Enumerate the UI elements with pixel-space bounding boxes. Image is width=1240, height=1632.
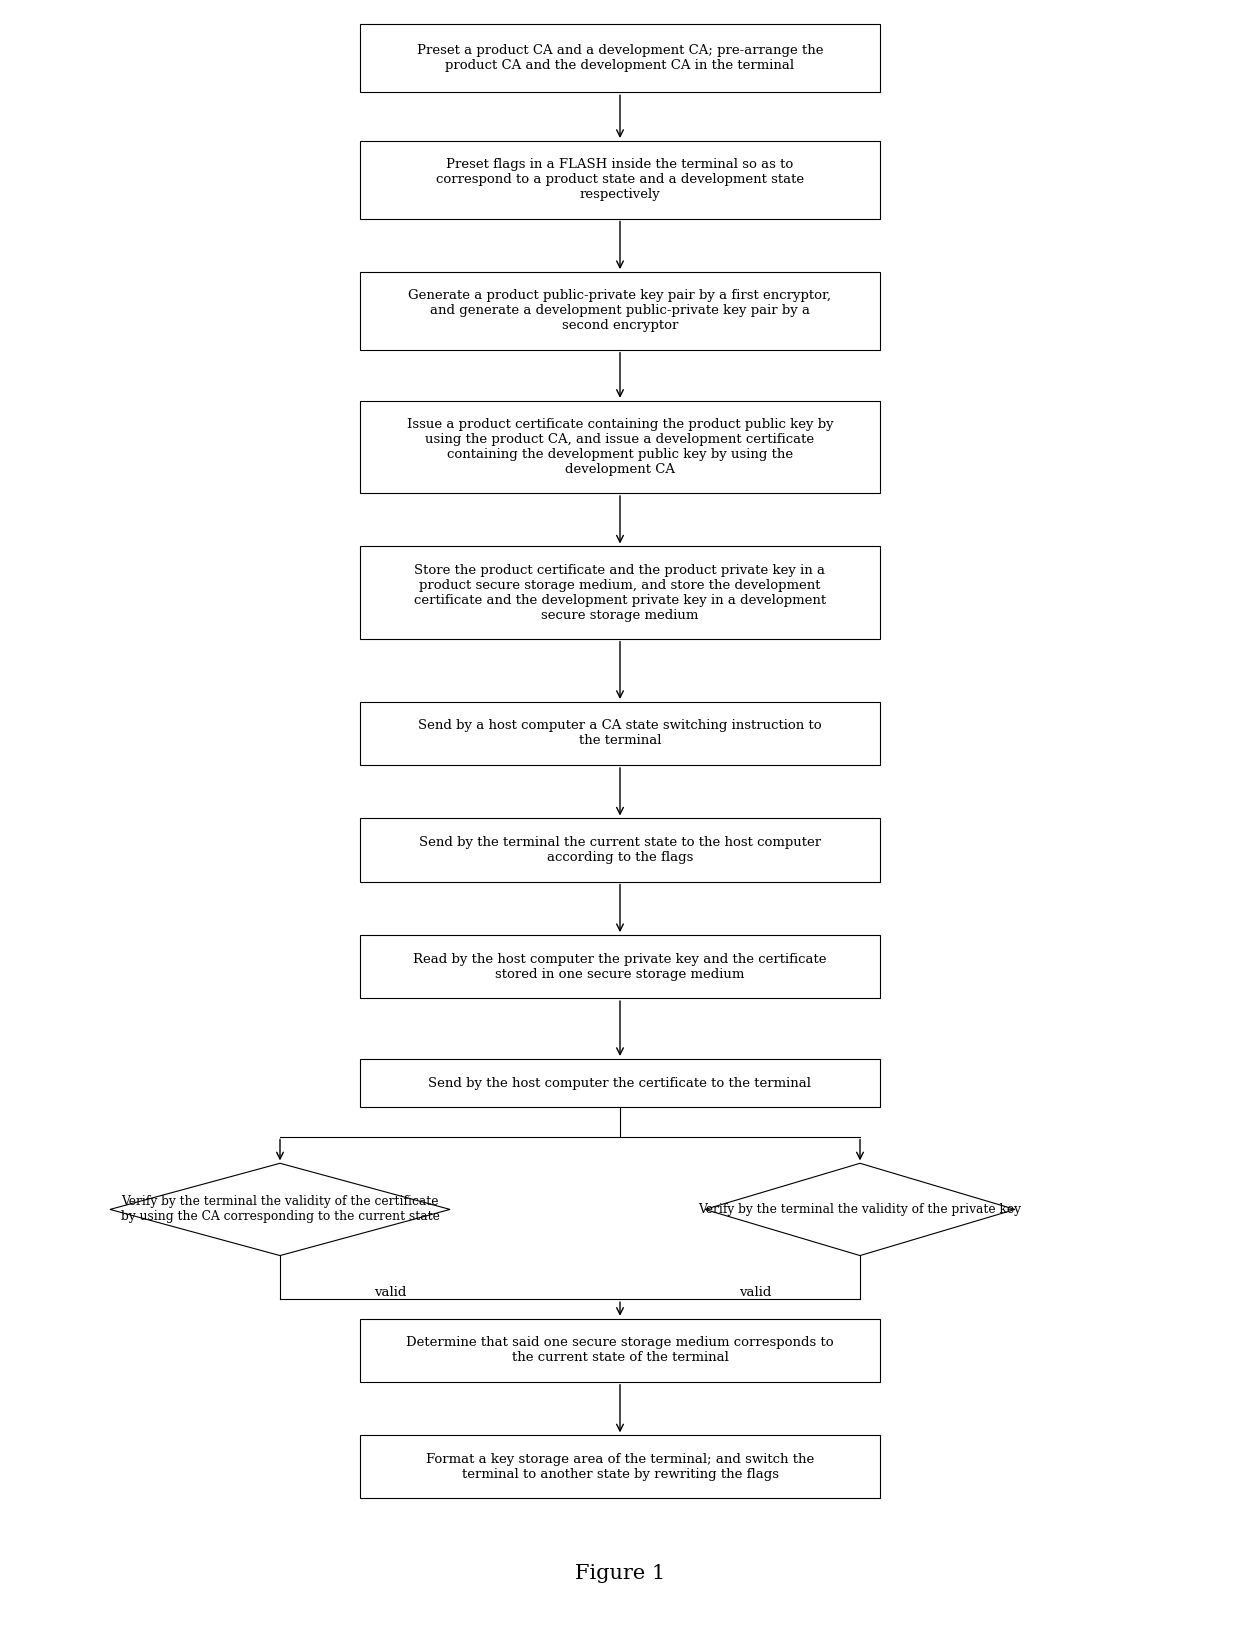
Text: Figure 1: Figure 1 bbox=[575, 1563, 665, 1583]
Bar bbox=[360, 935, 880, 999]
Text: Send by a host computer a CA state switching instruction to
the terminal: Send by a host computer a CA state switc… bbox=[418, 720, 822, 747]
Text: Store the product certificate and the product private key in a
product secure st: Store the product certificate and the pr… bbox=[414, 563, 826, 622]
Text: valid: valid bbox=[739, 1286, 771, 1299]
Bar bbox=[360, 273, 880, 349]
Bar bbox=[360, 1059, 880, 1108]
Bar bbox=[360, 24, 880, 93]
Text: Issue a product certificate containing the product public key by
using the produ: Issue a product certificate containing t… bbox=[407, 418, 833, 477]
Bar bbox=[360, 1319, 880, 1382]
Text: Send by the host computer the certificate to the terminal: Send by the host computer the certificat… bbox=[429, 1077, 811, 1090]
Text: Read by the host computer the private key and the certificate
stored in one secu: Read by the host computer the private ke… bbox=[413, 953, 827, 981]
Bar bbox=[360, 401, 880, 493]
Text: Determine that said one secure storage medium corresponds to
the current state o: Determine that said one secure storage m… bbox=[407, 1337, 833, 1364]
Text: valid: valid bbox=[373, 1286, 407, 1299]
Text: Generate a product public-private key pair by a first encryptor,
and generate a : Generate a product public-private key pa… bbox=[408, 289, 832, 333]
Text: Preset flags in a FLASH inside the terminal so as to
correspond to a product sta: Preset flags in a FLASH inside the termi… bbox=[436, 158, 804, 201]
Bar bbox=[360, 547, 880, 638]
Text: Verify by the terminal the validity of the certificate
by using the CA correspon: Verify by the terminal the validity of t… bbox=[120, 1195, 439, 1224]
Bar bbox=[360, 818, 880, 881]
Polygon shape bbox=[706, 1164, 1016, 1255]
Bar bbox=[360, 1435, 880, 1498]
Text: Preset a product CA and a development CA; pre-arrange the
product CA and the dev: Preset a product CA and a development CA… bbox=[417, 44, 823, 72]
Text: Send by the terminal the current state to the host computer
according to the fla: Send by the terminal the current state t… bbox=[419, 836, 821, 863]
Text: Verify by the terminal the validity of the private key: Verify by the terminal the validity of t… bbox=[698, 1203, 1022, 1216]
Polygon shape bbox=[110, 1164, 450, 1255]
Bar bbox=[360, 702, 880, 765]
Bar bbox=[360, 140, 880, 219]
Text: Format a key storage area of the terminal; and switch the
terminal to another st: Format a key storage area of the termina… bbox=[425, 1452, 815, 1480]
